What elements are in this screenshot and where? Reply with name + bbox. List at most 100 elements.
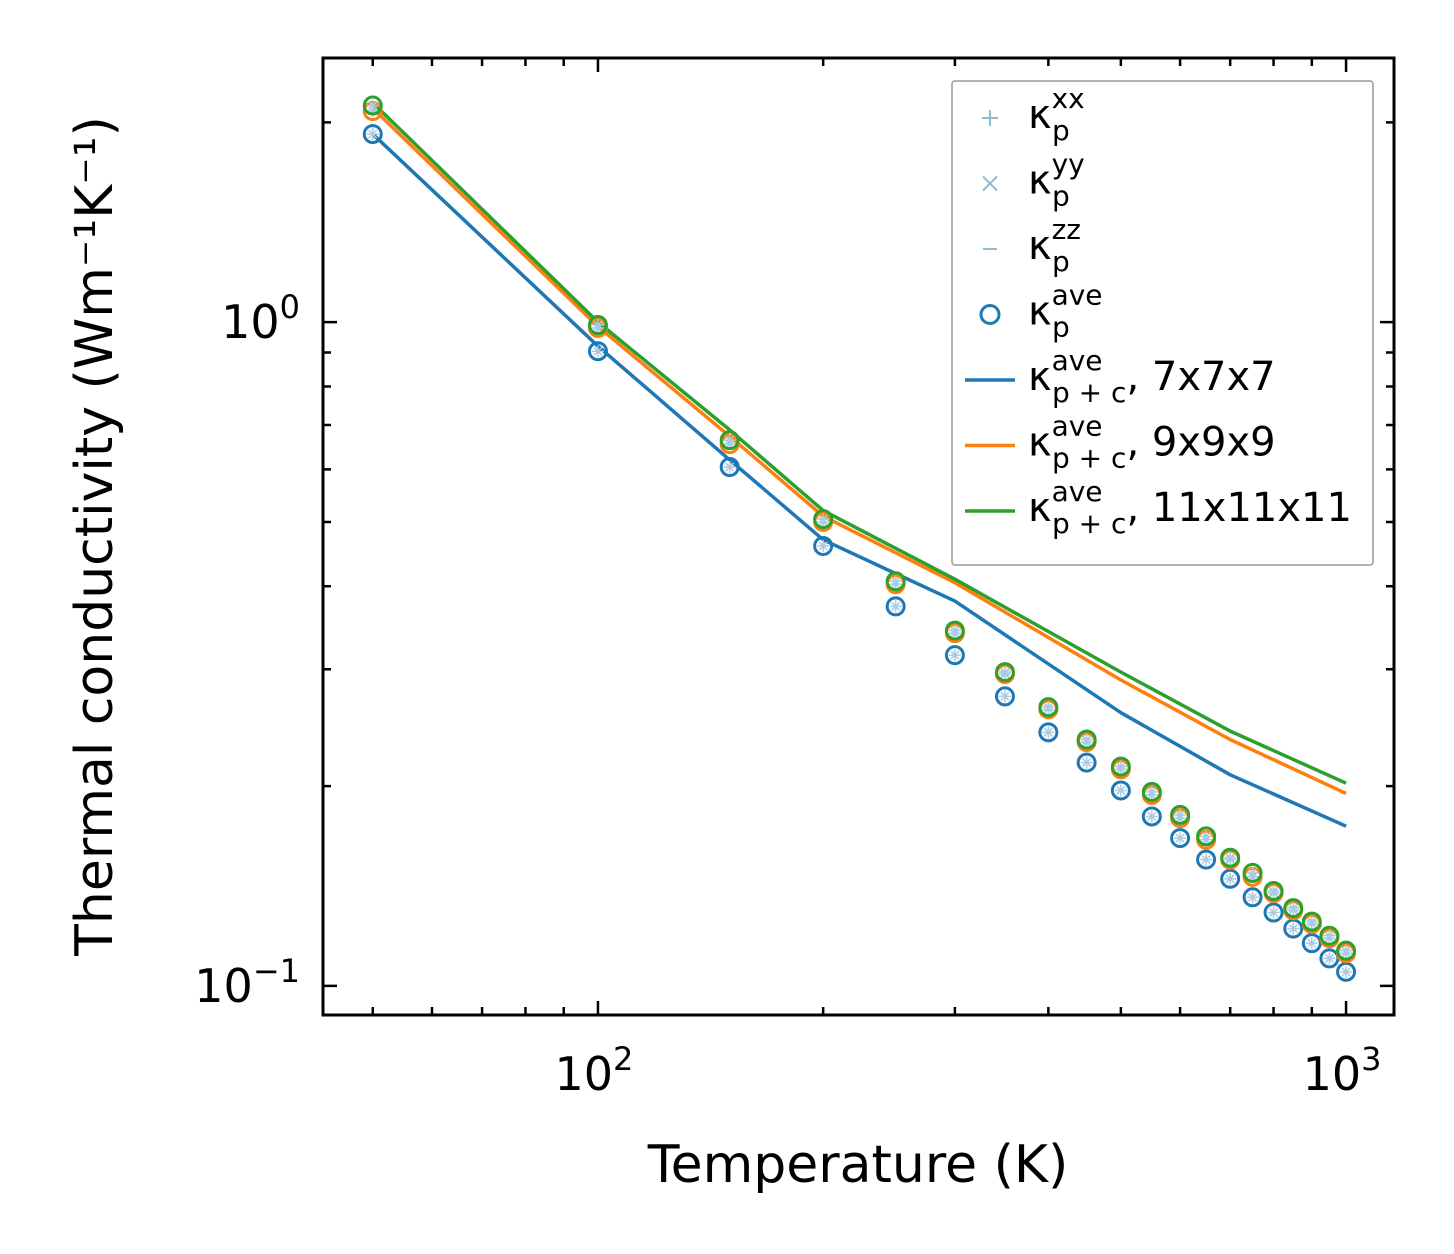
- legend-entry: κave p + c, 7x7x7: [965, 344, 1276, 409]
- x-axis-label: Temperature (K): [647, 1135, 1069, 1195]
- point-cross: [1042, 701, 1055, 714]
- legend-label: κxx p: [1028, 82, 1085, 147]
- point-cross: [1246, 866, 1259, 879]
- point-cross: [1246, 891, 1259, 904]
- legend-entry: κzz p: [983, 213, 1081, 278]
- point-circle: [1110, 780, 1131, 801]
- data-point: [587, 315, 608, 336]
- point-cross: [1267, 884, 1280, 897]
- legend-box: [951, 80, 1374, 566]
- point-circle: [994, 662, 1015, 683]
- data-point: [1319, 948, 1340, 969]
- legend-label: κyy p: [1028, 148, 1085, 213]
- series-line-0: [371, 132, 1347, 828]
- point-circle: [362, 124, 383, 145]
- data-point: [1220, 868, 1241, 889]
- point-circle: [944, 620, 965, 641]
- data-point: [1301, 933, 1322, 954]
- point-cross: [591, 319, 604, 332]
- point-cross: [1305, 915, 1318, 928]
- data-point: [1141, 781, 1162, 802]
- point-cross: [889, 600, 902, 613]
- y-tick-label: 10−1: [194, 952, 300, 1013]
- data-point: [587, 341, 608, 362]
- data-point: [1110, 756, 1131, 777]
- point-circle: [1301, 933, 1322, 954]
- data-point: [1283, 918, 1304, 939]
- point-cross: [723, 461, 736, 474]
- x-tick-label: 103: [1303, 1040, 1382, 1101]
- point-cross: [817, 539, 830, 552]
- data-point: [1242, 887, 1263, 908]
- point-cross: [366, 99, 379, 112]
- data-point: [994, 686, 1015, 707]
- data-point: [1242, 862, 1263, 883]
- data-point: [994, 662, 1015, 683]
- x-tick-label: 102: [555, 1040, 634, 1101]
- point-circle: [885, 596, 906, 617]
- point-cross: [1080, 756, 1093, 769]
- legend-label: κave p + c, 9x9x9: [1028, 410, 1276, 475]
- point-circle: [1196, 826, 1217, 847]
- point-circle: [813, 535, 834, 556]
- point-cross: [1287, 922, 1300, 935]
- plot-frame: [321, 56, 1396, 1017]
- data-point: [1170, 804, 1191, 825]
- point-cross: [1042, 726, 1055, 739]
- point-circle: [994, 686, 1015, 707]
- point-cross: [1174, 808, 1187, 821]
- plus-marker-icon: [982, 110, 998, 126]
- point-cross: [1267, 906, 1280, 919]
- point-cross: [723, 434, 736, 447]
- point-cross: [998, 666, 1011, 679]
- point-circle: [587, 315, 608, 336]
- point-cross: [1305, 937, 1318, 950]
- data-point: [885, 571, 906, 592]
- point-cross: [1174, 832, 1187, 845]
- point-circle: [1170, 828, 1191, 849]
- point-cross: [817, 513, 830, 526]
- point-cross: [889, 575, 902, 588]
- series-line-2: [371, 101, 1347, 785]
- point-circle: [1110, 756, 1131, 777]
- point-circle: [719, 430, 740, 451]
- data-point: [1283, 898, 1304, 919]
- point-cross: [1114, 760, 1127, 773]
- point-cross: [948, 624, 961, 637]
- point-cross: [1200, 830, 1213, 843]
- data-point: [719, 430, 740, 451]
- point-circle: [1141, 781, 1162, 802]
- legend-entry: κxx p: [982, 82, 1085, 147]
- point-cross: [998, 690, 1011, 703]
- data-point: [944, 620, 965, 641]
- point-circle: [1196, 849, 1217, 870]
- data-point: [719, 457, 740, 478]
- legend-entry: κave p + c, 9x9x9: [965, 410, 1276, 475]
- point-circle: [587, 341, 608, 362]
- data-point: [1076, 752, 1097, 773]
- point-cross: [948, 649, 961, 662]
- legend-label: κave p + c, 7x7x7: [1028, 344, 1276, 409]
- point-cross: [366, 128, 379, 141]
- data-point: [1141, 806, 1162, 827]
- point-cross: [1145, 810, 1158, 823]
- data-point: [1196, 826, 1217, 847]
- circle-marker-icon: [979, 304, 1001, 325]
- data-point: [1038, 697, 1059, 718]
- data-point: [1076, 729, 1097, 750]
- point-circle: [1170, 804, 1191, 825]
- point-circle: [1263, 880, 1284, 901]
- point-cross: [1114, 784, 1127, 797]
- cross-marker-icon: [982, 175, 998, 192]
- point-circle: [1220, 868, 1241, 889]
- point-cross: [1224, 851, 1237, 864]
- data-point: [362, 124, 383, 145]
- y-axis-label: Thermal conductivity (Wm⁻¹K⁻¹): [65, 116, 125, 957]
- data-point: [813, 509, 834, 530]
- point-circle: [1038, 697, 1059, 718]
- legend-entry: κave p + c, 11x11x11: [965, 475, 1352, 540]
- data-point: [885, 596, 906, 617]
- point-circle: [944, 645, 965, 666]
